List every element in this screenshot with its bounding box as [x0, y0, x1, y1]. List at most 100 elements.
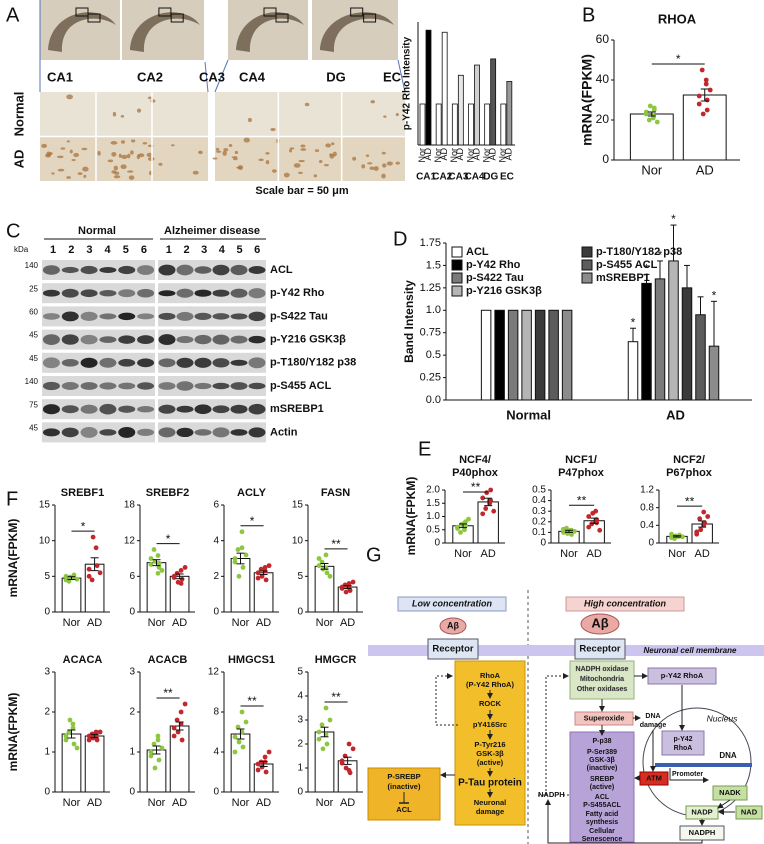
stain-spot — [112, 111, 117, 117]
data-point — [236, 739, 242, 745]
kda-marker: 45 — [29, 331, 38, 340]
y-tick-label: 2.0 — [426, 485, 440, 496]
pathway-step: (active) — [477, 758, 504, 767]
y-tick-label: 1.0 — [426, 511, 440, 522]
data-point — [239, 709, 245, 715]
tissue-shape — [320, 12, 394, 52]
data-point — [239, 545, 245, 551]
data-point — [488, 487, 494, 493]
y-tick-label: 2 — [213, 571, 219, 582]
data-point — [71, 741, 77, 747]
pathway-step: (active) — [590, 784, 615, 791]
blot-band — [80, 289, 98, 298]
blot-band — [137, 406, 155, 413]
blot-band — [230, 359, 248, 366]
membrane-label: Neuronal cell membrane — [644, 646, 737, 655]
region-label: CA1 — [47, 69, 73, 84]
x-tick-label: AD — [666, 407, 685, 422]
blot-band — [230, 404, 248, 414]
stain-spot — [128, 175, 135, 180]
blot-band — [61, 382, 79, 390]
stain-spot — [136, 108, 142, 113]
legend-label: p-S422 Tau — [466, 272, 524, 284]
x-tick-label: Nor — [454, 548, 472, 560]
kda-marker: 140 — [25, 261, 39, 270]
tissue-image — [312, 0, 398, 60]
recycle-arrow — [545, 799, 703, 844]
data-point — [323, 705, 329, 711]
data-point — [594, 520, 600, 526]
data-point — [93, 545, 99, 551]
stain-spot — [370, 100, 375, 104]
srebp-text: ACL — [396, 805, 412, 814]
stain-spot — [365, 154, 370, 157]
x-tick-label: EC — [500, 172, 514, 183]
stain-spot — [66, 140, 71, 143]
data-point — [262, 754, 268, 760]
data-point — [455, 526, 460, 531]
chart-title: P40phox — [452, 467, 499, 479]
bar — [641, 282, 652, 401]
significance: ** — [577, 493, 587, 507]
blot-band — [230, 335, 248, 344]
blot-band — [42, 428, 60, 437]
chart-title: ACACA — [63, 654, 103, 666]
stain-spot — [198, 150, 203, 155]
blot-band — [176, 288, 194, 298]
data-point — [650, 115, 656, 121]
bar — [337, 760, 358, 793]
data-point — [179, 576, 185, 582]
data-point — [263, 577, 269, 583]
stain-spot — [118, 153, 122, 158]
blot-band — [212, 264, 230, 276]
pathway-step: Fatty acid — [586, 811, 619, 818]
y-tick-label: 4 — [297, 691, 303, 702]
significance: * — [676, 52, 681, 66]
group-label: Normal — [78, 225, 116, 237]
pathway-step: pY416Src — [473, 720, 507, 729]
tissue-shape — [130, 12, 200, 52]
x-tick-label: AD — [695, 548, 710, 560]
rhoa-box — [647, 667, 717, 685]
pathway-step: P-S455ACL — [583, 802, 621, 809]
data-point — [462, 527, 467, 533]
stain-spot — [300, 144, 306, 148]
data-point — [171, 733, 177, 739]
roi-box — [363, 13, 377, 23]
stain-spot — [289, 147, 295, 150]
significance: * — [644, 262, 649, 276]
significance: * — [250, 514, 255, 528]
x-tick-label: Nor — [232, 617, 250, 629]
chart-title: ACLY — [237, 487, 267, 499]
y-tick-label: 60 — [596, 32, 610, 46]
stain-spot — [170, 144, 175, 147]
chart-title: RHOA — [658, 11, 697, 26]
data-point — [232, 556, 238, 561]
y-tick-label: 0.4 — [640, 520, 654, 531]
pathway-step: RhoA — [480, 671, 501, 680]
nadk-label: NADK — [719, 788, 741, 797]
x-tick-label: Nor — [316, 617, 334, 629]
dna-damage-text: DNA — [645, 713, 660, 720]
stain-spot — [150, 99, 156, 103]
stain-spot — [158, 162, 163, 166]
data-point — [491, 508, 497, 514]
lane-label: 1 — [50, 244, 56, 256]
data-point — [156, 560, 162, 566]
protein-label: p-S422 Tau — [270, 310, 328, 322]
bar — [425, 29, 432, 146]
blot-band — [176, 264, 194, 276]
data-point — [324, 741, 330, 747]
data-point — [646, 117, 652, 123]
data-point — [159, 567, 165, 573]
blot-strip — [42, 352, 155, 373]
y-tick-label: 0.0 — [426, 394, 441, 406]
legend-swatch — [581, 246, 593, 258]
roi-box — [158, 7, 172, 17]
panel-label: D — [393, 228, 407, 250]
stain-spot — [71, 159, 76, 162]
roi-box — [263, 7, 277, 17]
y-tick-label: 3 — [129, 667, 135, 678]
stain-spot — [329, 154, 335, 159]
stain-spot — [73, 152, 80, 158]
